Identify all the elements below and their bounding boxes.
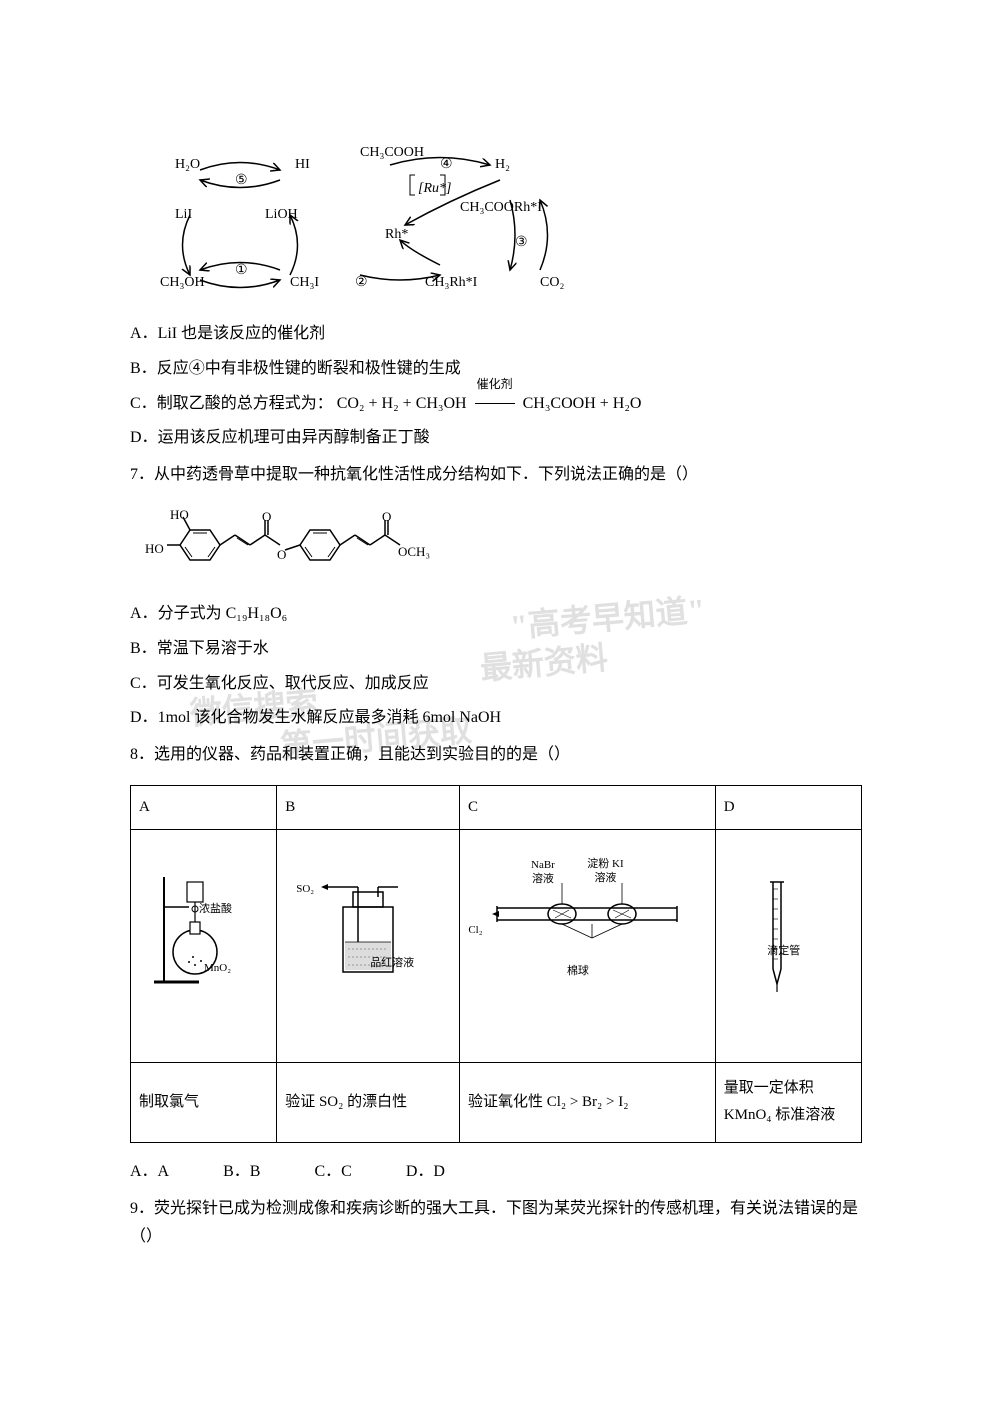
header-c: C (459, 785, 715, 829)
label-1: ① (235, 258, 248, 283)
q7-option-a: A．分子式为 C₁₉H₁₈O₆ (130, 600, 862, 629)
desc-b: 验证 SO₂ 的漂白性 (277, 1062, 460, 1142)
q8-options: A．A B．B C．C D．D (130, 1158, 862, 1187)
option-text: 常温下易溶于水 (157, 640, 269, 657)
label-5: ⑤ (235, 168, 248, 193)
table-header-row: A B C D (131, 785, 862, 829)
apparatus-d-svg (748, 874, 828, 994)
mol-ho2: HO (145, 537, 164, 560)
table-desc-row: 制取氯气 验证 SO₂ 的漂白性 验证氧化性 Cl₂ > Br₂ > I₂ 量取… (131, 1062, 862, 1142)
apparatus-c-label4: 溶液 (594, 872, 616, 884)
node-co2: CO₂ (540, 270, 564, 295)
node-ru: [Ru*] (418, 176, 451, 201)
apparatus-c-label1: NaBr (531, 859, 555, 871)
apparatus-c-label6: 棉球 (558, 964, 598, 978)
apparatus-b-label1: SO₂ (290, 882, 320, 896)
molecule-structure: HO HO O O O OCH₃ (145, 505, 465, 585)
desc-a: 制取氯气 (131, 1062, 277, 1142)
desc-c: 验证氧化性 Cl₂ > Br₂ > I₂ (459, 1062, 715, 1142)
label-4: ④ (440, 152, 453, 177)
label-2: ② (355, 270, 368, 295)
q6-option-c: C．制取乙酸的总方程式为： CO₂ + H₂ + CH₃OH 催化剂 CH₃CO… (130, 390, 862, 419)
option-label: B． (130, 360, 157, 377)
node-hi: HI (295, 152, 310, 177)
q8-opt-d: D．D (406, 1163, 445, 1180)
q8-opt-b: B．B (223, 1163, 260, 1180)
option-text: 反应④中有非极性键的断裂和极性键的生成 (157, 360, 461, 377)
catalyst-label: 催化剂 (477, 374, 513, 396)
apparatus-c-label3: 淀粉 KI (587, 858, 623, 870)
node-ch3i: CH₃I (290, 270, 319, 295)
table-apparatus-row: 浓盐酸 MnO₂ SO (131, 829, 862, 1062)
mol-ho1: HO (170, 503, 189, 526)
option-label: D． (130, 429, 158, 446)
apparatus-d-label: 滴定管 (759, 944, 809, 958)
mol-o1: O (262, 505, 271, 528)
apparatus-c-label5: Cl₂ (463, 923, 488, 937)
apparatus-c: NaBr 溶液 淀粉 KI 溶液 Cl₂ 棉球 (459, 829, 715, 1062)
catalyst-arrow: 催化剂 (475, 390, 515, 419)
q8-opt-c: C．C (314, 1163, 351, 1180)
node-lii: LiI (175, 202, 192, 227)
apparatus-a-label2: MnO₂ (204, 961, 244, 975)
q7-option-b: B．常温下易溶于水 (130, 635, 862, 664)
experiment-table: A B C D (130, 785, 862, 1143)
option-text: 分子式为 C₁₉H₁₈O₆ (158, 605, 288, 622)
reaction-diagram: H₂O HI CH₃COOH H₂ LiI LiOH CH₃COORh*I Rh… (160, 140, 580, 300)
mol-och3: OCH₃ (398, 540, 430, 563)
q7-option-d: D．1mol 该化合物发生水解反应最多消耗 6mol NaOH (130, 704, 862, 733)
eq-right: CH₃COOH + H₂O (523, 395, 642, 412)
apparatus-a: 浓盐酸 MnO₂ (131, 829, 277, 1062)
mol-o2: O (277, 543, 286, 566)
desc-d: 量取一定体积 KMnO₄ 标准溶液 (715, 1062, 861, 1142)
page-content: H₂O HI CH₃COOH H₂ LiI LiOH CH₃COORh*I Rh… (130, 140, 862, 1252)
q9-stem: 9．荧光探针已成为检测成像和疾病诊断的强大工具．下图为某荧光探针的传感机理，有关… (130, 1195, 862, 1253)
option-label: D． (130, 709, 158, 726)
q6-option-a: A．LiI 也是该反应的催化剂 (130, 320, 862, 349)
q8-stem: 8．选用的仪器、药品和装置正确，且能达到实验目的的是（） (130, 741, 862, 770)
option-label: B． (130, 640, 157, 657)
eq-left: CO₂ + H₂ + CH₃OH (337, 395, 467, 412)
node-rh: Rh* (385, 222, 408, 247)
option-text-prefix: 制取乙酸的总方程式为： (157, 395, 333, 412)
q8-opt-a: A．A (130, 1163, 169, 1180)
header-a: A (131, 785, 277, 829)
option-text: 可发生氧化反应、取代反应、加成反应 (157, 675, 429, 692)
node-ch3oh: CH₃OH (160, 270, 205, 295)
node-ch3coorh: CH₃COORh*I (460, 195, 542, 220)
option-text: 1mol 该化合物发生水解反应最多消耗 6mol NaOH (158, 709, 502, 726)
option-label: A． (130, 605, 158, 622)
option-text: 运用该反应机理可由异丙醇制备正丁酸 (158, 429, 430, 446)
label-3: ③ (515, 230, 528, 255)
option-text: LiI 也是该反应的催化剂 (158, 325, 326, 342)
apparatus-b: SO₂ 品红溶液 (277, 829, 460, 1062)
option-label: A． (130, 325, 158, 342)
apparatus-d: 滴定管 (715, 829, 861, 1062)
apparatus-b-label2: 品红溶液 (370, 956, 425, 970)
node-lioh: LiOH (265, 202, 298, 227)
mol-o3: O (382, 505, 391, 528)
q6-option-d: D．运用该反应机理可由异丙醇制备正丁酸 (130, 424, 862, 453)
node-ch3cooh: CH₃COOH (360, 140, 424, 165)
option-label: C． (130, 395, 157, 412)
header-b: B (277, 785, 460, 829)
option-label: C． (130, 675, 157, 692)
apparatus-c-label2: 溶液 (532, 873, 554, 885)
header-d: D (715, 785, 861, 829)
apparatus-a-label1: 浓盐酸 (199, 902, 244, 916)
q7-stem: 7．从中药透骨草中提取一种抗氧化性活性成分结构如下．下列说法正确的是（） (130, 461, 862, 490)
node-ch3rhi: CH₃Rh*I (425, 270, 477, 295)
node-h2o: H₂O (175, 152, 200, 177)
node-h2: H₂ (495, 152, 510, 177)
q7-option-c: C．可发生氧化反应、取代反应、加成反应 (130, 670, 862, 699)
